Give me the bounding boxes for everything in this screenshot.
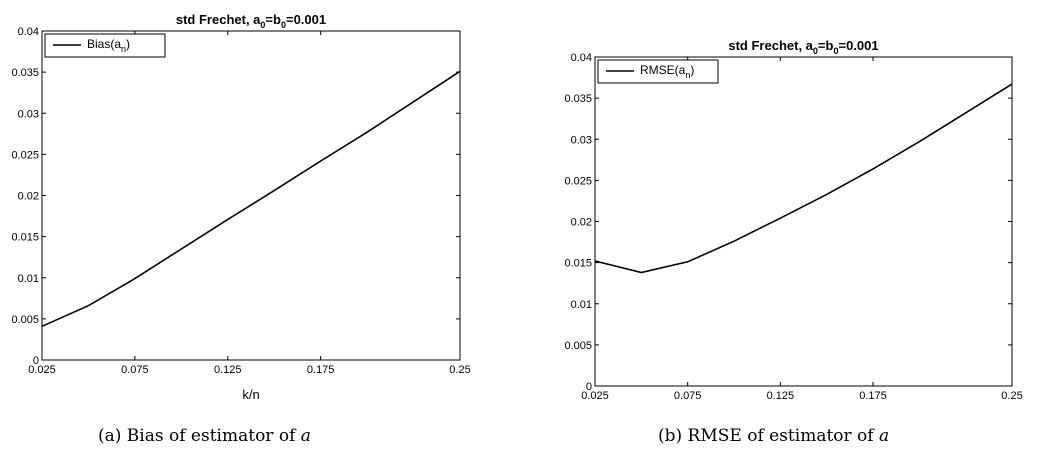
y-tick-label: 0.03 <box>571 134 592 146</box>
y-tick-label: 0 <box>33 355 39 367</box>
legend-label: Bias(an) <box>87 37 130 54</box>
caption-a: (a) Bias of estimator of a <box>98 426 311 446</box>
y-tick-label: 0.02 <box>18 191 39 203</box>
y-tick-label: 0 <box>586 381 592 393</box>
x-tick-label: 0.025 <box>581 390 609 402</box>
y-tick-label: 0.04 <box>18 26 39 38</box>
y-tick-label: 0.035 <box>11 67 39 79</box>
legend-sub: n <box>121 44 126 54</box>
series-line <box>41 70 461 328</box>
title-text: =b <box>818 38 834 53</box>
y-tick-label: 0.04 <box>571 52 592 64</box>
x-tick-label: 0.125 <box>767 390 795 402</box>
title-sub: 0 <box>281 20 286 30</box>
caption-b-variable: a <box>878 426 890 446</box>
caption-a-label: (a) Bias of estimator of <box>98 426 301 446</box>
chart-title: std Frechet, a0=b0=0.001 <box>728 38 878 56</box>
plot-area <box>594 56 1013 387</box>
title-sub: 0 <box>260 20 265 30</box>
y-tick-label: 0.015 <box>11 232 39 244</box>
x-tick-label: 0.25 <box>449 364 470 376</box>
title-sub: 0 <box>813 46 818 56</box>
x-tick-label: 0.25 <box>1001 390 1022 402</box>
y-tick-label: 0.015 <box>564 258 592 270</box>
chart-title: std Frechet, a0=b0=0.001 <box>176 12 326 30</box>
title-text: std Frechet, a <box>728 38 813 53</box>
caption-b: (b) RMSE of estimator of a <box>658 426 889 446</box>
legend-text: ) <box>126 37 130 51</box>
title-text: =0.001 <box>286 12 326 27</box>
legend <box>597 59 719 84</box>
x-tick-label: 0.025 <box>28 364 56 376</box>
title-text: std Frechet, a <box>176 12 261 27</box>
y-tick-label: 0.035 <box>564 93 592 105</box>
series-line <box>594 83 1013 274</box>
y-tick-label: 0.025 <box>11 149 39 161</box>
y-tick-label: 0.01 <box>18 273 39 285</box>
x-tick-label: 0.175 <box>859 390 887 402</box>
legend-label: RMSE(an) <box>640 63 694 80</box>
y-tick-label: 0.01 <box>571 299 592 311</box>
x-tick-label: 0.175 <box>307 364 335 376</box>
y-tick-label: 0.005 <box>11 314 39 326</box>
y-tick-label: 0.03 <box>18 108 39 120</box>
x-tick-label: 0.075 <box>121 364 149 376</box>
caption-b-label: (b) RMSE of estimator of <box>658 426 879 446</box>
chart-rmse: 0 0.005 0.01 0.015 0.02 0.025 0.03 0.035 0.04 0.0… <box>564 38 1022 402</box>
legend-text: Bias(a <box>87 37 121 51</box>
legend <box>44 33 166 58</box>
chart-bias: 0 0.005 0.01 0.015 0.02 0.025 0.03 0.035 0.04 0.0… <box>11 12 470 402</box>
title-text: =0.001 <box>838 38 878 53</box>
y-tick-label: 0.025 <box>564 175 592 187</box>
title-sub: 0 <box>833 46 838 56</box>
x-tick-label: 0.075 <box>674 390 702 402</box>
plot-area <box>41 30 461 361</box>
x-axis-label: k/n <box>242 387 259 402</box>
y-tick-label: 0.02 <box>571 217 592 229</box>
title-text: =b <box>265 12 281 27</box>
caption-a-variable: a <box>300 426 311 446</box>
legend-text: ) <box>690 63 694 77</box>
x-tick-label: 0.125 <box>214 364 242 376</box>
legend-sub: n <box>685 70 690 80</box>
legend-text: RMSE(a <box>640 63 686 77</box>
y-tick-label: 0.005 <box>564 340 592 352</box>
